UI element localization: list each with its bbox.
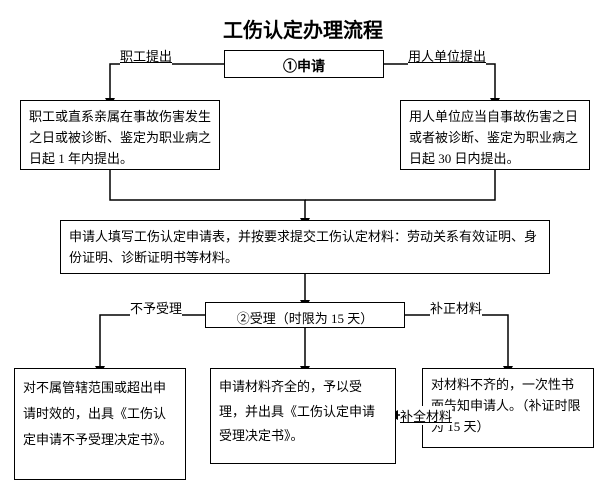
- node-acceptance: ②受理（时限为 15 天）: [205, 302, 405, 328]
- node-submit-materials: 申请人填写工伤认定申请表，并按要求提交工伤认定材料：劳动关系有效证明、身份证明、…: [60, 220, 550, 274]
- label-supplement-materials: 补全材料: [400, 406, 452, 425]
- node-employee-deadline: 职工或直系亲属在事故伤害发生之日或被诊断、鉴定为职业病之日起 1 年内提出。: [20, 100, 220, 170]
- node-employer-deadline: 用人单位应当自事故伤害之日或者被诊断、鉴定为职业病之日起 30 日内提出。: [400, 100, 590, 170]
- label-employee-submit: 职工提出: [120, 46, 172, 65]
- node-reject: 对不属管辖范围或超出申请时效的，出具《工伤认定申请不予受理决定书》。: [14, 368, 186, 480]
- label-employer-submit: 用人单位提出: [408, 46, 486, 65]
- node-accept-issue: 申请材料齐全的，予以受理，并出具《工伤认定申请受理决定书》。: [210, 368, 396, 464]
- label-supplement: 补正材料: [430, 298, 482, 317]
- label-not-accepted: 不予受理: [130, 298, 182, 317]
- page-title: 工伤认定办理流程: [0, 14, 606, 43]
- node-apply: ①申请: [224, 50, 384, 78]
